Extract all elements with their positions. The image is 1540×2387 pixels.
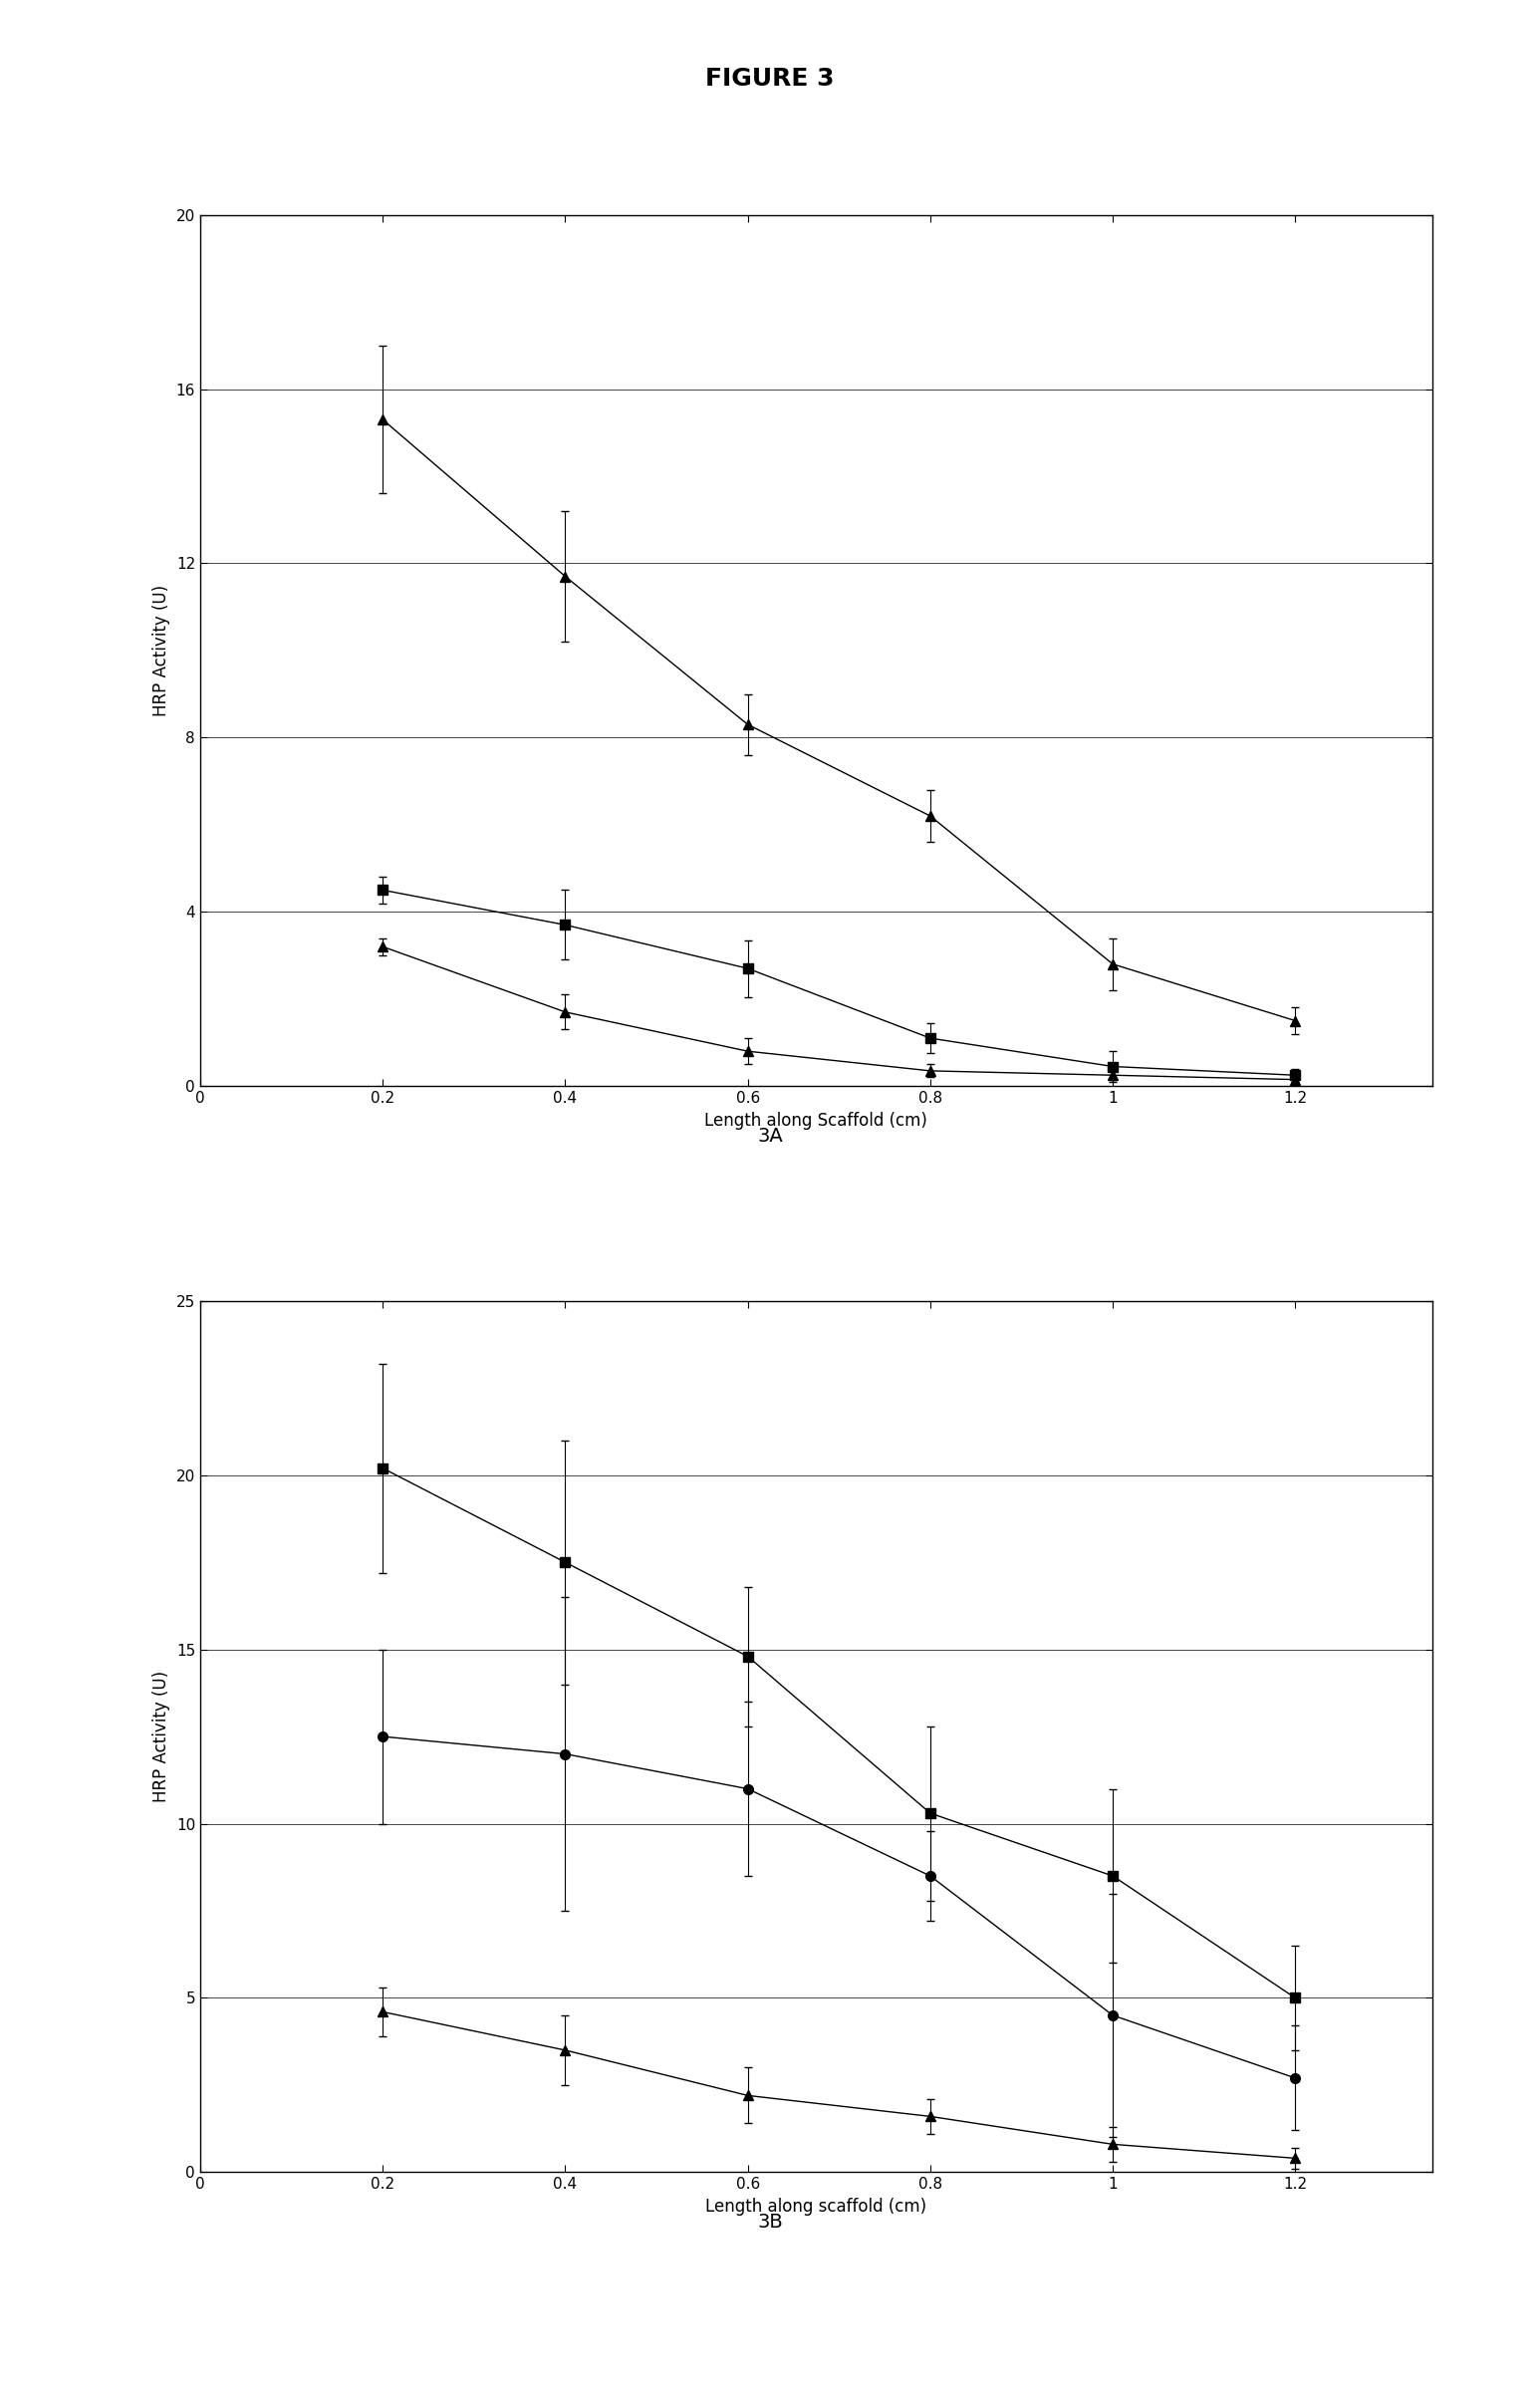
- Y-axis label: HRP Activity (U): HRP Activity (U): [152, 1671, 171, 1802]
- Text: 3A: 3A: [758, 1127, 782, 1146]
- X-axis label: Length along scaffold (cm): Length along scaffold (cm): [705, 2198, 927, 2215]
- Text: 3B: 3B: [758, 2213, 782, 2232]
- Y-axis label: HRP Activity (U): HRP Activity (U): [152, 585, 171, 716]
- Text: FIGURE 3: FIGURE 3: [705, 67, 835, 91]
- X-axis label: Length along Scaffold (cm): Length along Scaffold (cm): [705, 1112, 927, 1129]
